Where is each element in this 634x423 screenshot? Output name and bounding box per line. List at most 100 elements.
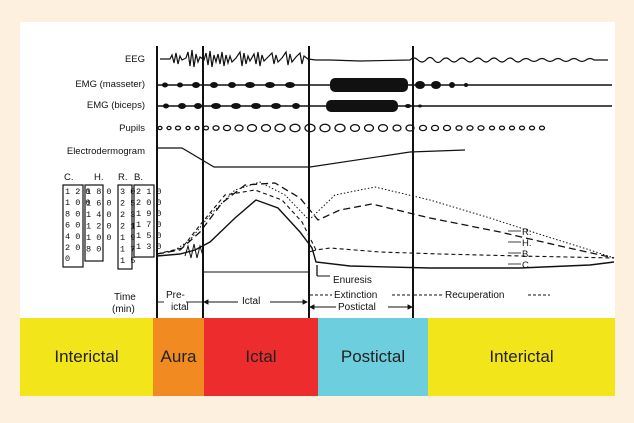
pupil-circle [334, 123, 346, 133]
scale-value-b: 1 7 0 [136, 220, 162, 230]
pupil-circle [234, 124, 244, 132]
scale-value-h: 8 0 [86, 245, 101, 255]
pupil-circle [528, 125, 536, 131]
scale-value-h: 1 4 0 [86, 210, 112, 220]
scale-value-h: 1 0 0 [86, 233, 112, 243]
scale-box-c [62, 184, 84, 268]
scale-value-r: 2 3 [120, 210, 135, 220]
postictal-time-label: Postictal [338, 302, 376, 313]
pupil-circle [477, 125, 485, 131]
emg-masseter-bursts [162, 78, 468, 92]
scale-value-r: 1 9 [120, 233, 135, 243]
pupil-circle [174, 125, 182, 131]
scale-value-c: 0 [65, 254, 70, 264]
curve-b [156, 189, 615, 259]
curve-h [156, 182, 615, 259]
pupil-circle [392, 124, 402, 132]
preictal-label-top: Pre- [166, 290, 185, 301]
phase-aura: Aura [153, 318, 204, 396]
scale-value-c: 6 0 [65, 221, 80, 231]
phase-postictal: Postictal [318, 318, 428, 396]
scale-value-r: 2 1 [120, 222, 135, 232]
scale-value-r: 1 7 [120, 245, 135, 255]
time-label: Time [114, 292, 136, 303]
pupil-circle [538, 125, 546, 131]
scale-value-c: 2 0 [65, 243, 80, 253]
phase-label: Postictal [340, 347, 406, 366]
scale-header-c: C. [64, 172, 74, 183]
scale-values-b: 2 1 02 0 01 9 01 7 01 5 01 3 0 [136, 187, 162, 252]
phase-label: Interictal [489, 347, 554, 366]
phase-label: Interictal [54, 347, 119, 366]
pupil-circle [274, 123, 286, 133]
pupil-circle [488, 125, 496, 131]
scale-value-r: 1 5 [120, 256, 135, 266]
scale-value-r: 2 5 [120, 199, 135, 209]
scale-values-r: 3 0 2 52 3 2 11 9 1 71 5 [120, 187, 135, 266]
pupil-circle [418, 124, 428, 132]
scale-value-h: 1 6 0 [86, 199, 112, 209]
scale-value-b: 1 3 0 [136, 242, 162, 252]
scale-box-r [117, 184, 133, 270]
scale-values-c: 1 2 01 0 08 0 6 04 02 00 [65, 187, 91, 264]
phase-interictal-left: Interictal [20, 318, 153, 396]
emg-biceps-bursts [163, 100, 422, 112]
pupil-circle [166, 125, 172, 131]
emg-biceps-label: EMG (biceps) [87, 100, 145, 111]
ictal-time-label: Ictal [242, 296, 260, 307]
scale-value-b: 1 5 0 [136, 231, 162, 241]
scale-value-b: 1 9 0 [136, 209, 162, 219]
scale-box-h [84, 184, 104, 262]
recuperation-label: Recuperation [445, 290, 504, 301]
scale-value-h: 1 8 0 [86, 187, 112, 197]
preictal-label-bottom: ictal [171, 302, 189, 313]
pupil-circle [498, 125, 506, 131]
scale-value-c: 4 0 [65, 232, 80, 242]
scale-header-b: B. [134, 172, 143, 183]
pupils-label: Pupils [119, 123, 145, 134]
pupil-circle [518, 125, 526, 131]
scale-header-h: H. [94, 172, 104, 183]
scale-header-r: R. [118, 172, 128, 183]
pupil-circle [260, 123, 272, 133]
phase-label: Ictal [245, 347, 277, 366]
pupil-circle [430, 124, 440, 132]
phase-ictal: Ictal [204, 318, 318, 396]
pupil-circle [194, 125, 200, 131]
scale-value-c: 8 0 [65, 209, 80, 219]
pupil-circle [289, 123, 301, 133]
phase-label: Aura [160, 347, 197, 366]
curve-label-b: B. [522, 249, 531, 260]
phase-interictal-right: Interictal [428, 318, 615, 396]
pupil-circle [466, 125, 474, 131]
pupil-circle [442, 124, 452, 132]
emg-masseter-label: EMG (masseter) [75, 79, 145, 90]
scale-box-b [133, 184, 155, 258]
curve-r [156, 181, 615, 259]
curve-label-h: H. [522, 238, 532, 249]
pupil-circle [212, 125, 220, 131]
scale-value-b: 2 1 0 [136, 187, 162, 197]
pupil-circle [508, 125, 516, 131]
electrodermogram-label: Electrodermogram [67, 146, 145, 157]
pupil-circle [377, 123, 389, 133]
enuresis-label: Enuresis [333, 275, 372, 286]
eeg-label: EEG [125, 54, 145, 65]
pupil-circle [246, 123, 258, 133]
pupils-row [157, 123, 546, 133]
pupil-circle [455, 125, 463, 131]
pupil-circle [319, 123, 331, 133]
scale-value-c: 1 2 0 [65, 187, 91, 197]
scale-value-r: 3 0 [120, 187, 135, 197]
pupil-circle [363, 123, 375, 133]
scale-value-b: 2 0 0 [136, 198, 162, 208]
pupil-circle [349, 123, 361, 133]
curve-label-c: C. [522, 260, 532, 271]
electrodermogram-trace [158, 147, 466, 168]
scale-value-c: 1 0 0 [65, 198, 91, 208]
curve-pre-ictal-oscillation [184, 243, 317, 273]
pupil-circle [222, 124, 232, 132]
pupil-circle [185, 125, 191, 131]
time-unit-label: (min) [112, 304, 135, 315]
